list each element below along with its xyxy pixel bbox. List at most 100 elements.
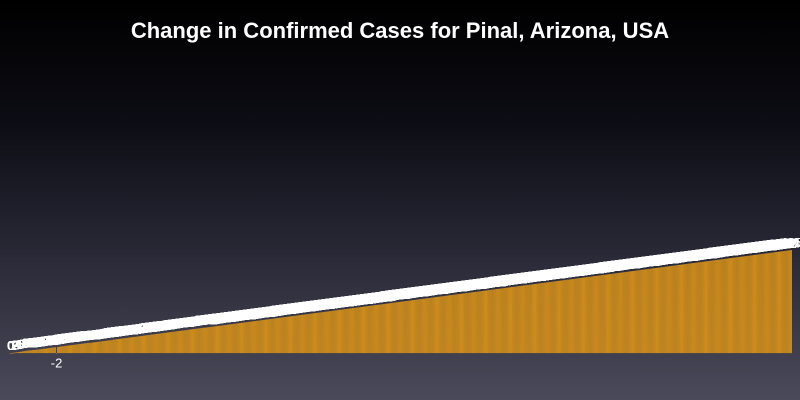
bar [88,342,90,354]
bar [301,314,302,354]
bar-value-label: 363 [699,246,721,261]
bar-value-label: 118 [229,308,250,323]
bar [63,345,65,354]
bar [202,327,204,354]
bar [558,280,560,354]
bar [352,308,354,354]
bar-value-label: 27 [56,331,70,346]
bar-value-label: 17 [37,334,51,349]
bar-value-label: 335 [645,253,667,268]
bar [431,297,433,354]
bar [111,339,113,354]
bar [681,264,683,354]
bar-value-label: 332 [639,254,661,269]
bar-value-label: 56 [113,324,127,339]
bar-value-label: 128 [248,306,270,321]
bar [474,292,475,354]
bar-value-label: 298 [575,262,597,277]
bar-value-label: 96 [189,314,203,329]
bar-value-label: 273 [527,269,549,284]
bar [346,308,348,354]
bar-value-label: 381 [735,241,757,256]
bar-value-label: 161 [312,297,334,312]
bar-value-label: 336 [647,253,669,268]
bar-value-label: 290 [559,264,581,279]
bar [690,263,692,354]
bar [129,337,131,354]
bar [774,252,776,354]
bar [65,345,67,354]
bar-value-label: 346 [667,250,689,265]
bar [155,334,156,354]
bar-value-label: 77 [153,319,167,334]
bar [305,314,307,354]
bar-value-label: 346 [666,250,688,265]
bar-value-label: 292 [564,264,586,279]
bar [597,275,599,354]
bar-value-label: 11 [23,335,37,350]
bar [529,284,531,354]
bar [171,331,173,354]
bar [613,273,615,354]
bar [414,299,416,354]
bar [139,336,141,354]
bar [189,329,191,354]
bar [696,262,698,354]
bar [460,293,462,354]
bar [508,287,510,354]
bar [731,257,733,354]
bar [436,296,438,354]
bar [358,307,360,354]
bar [78,344,80,354]
bar-value-label: 229 [442,280,464,295]
bar [298,315,300,354]
bar-value-label: 325 [627,255,649,270]
bar-value-label: 193 [372,289,394,304]
bar [48,348,50,354]
bar-value-label: 261 [503,272,525,287]
bar-value-label: 219 [422,282,444,297]
bar-value-label: 401 [773,236,795,251]
bar [218,325,220,354]
bar-value-label: 68 [135,321,149,336]
bar-value-label: 370 [712,244,734,259]
bar-value-label: 39 [79,328,93,343]
bar-value-label: 235 [454,278,476,293]
bar-value-label: 313 [603,258,625,273]
bar-value-label: 244 [470,276,492,291]
bar [752,255,754,354]
bar [127,337,129,354]
bar [92,342,94,354]
bar [116,339,118,354]
bar-value-label: 320 [617,257,639,272]
bar [494,289,496,354]
bar [588,276,590,354]
bar-value-label: 188 [364,290,386,305]
bar-value-label: 102 [198,312,220,327]
bar-value-label: 277 [534,268,556,283]
bar-value-label: 377 [726,242,748,257]
bar [424,298,425,354]
bar [645,269,647,354]
bar [184,330,186,354]
bar-value-label: 209 [404,285,426,300]
bar-value-label: 289 [557,265,579,280]
bar-value-label: 266 [514,270,536,285]
bar-value-label: 385 [741,240,763,255]
bar-value-label: 255 [492,273,514,288]
bar [112,339,114,354]
bar-value-label: 177 [342,293,364,308]
bar-value-label: 95 [187,314,201,329]
bar [323,311,325,354]
bar-value-label: 270 [521,269,543,284]
bar-value-label: 393 [758,238,780,253]
bar-value-label: 362 [698,246,720,261]
bar [356,307,358,354]
bar-value-label: 354 [683,248,705,263]
bar-value-label: 159 [308,298,330,313]
bar [620,272,621,354]
bar-value-label: 170 [329,295,351,310]
bar-value-label: 36 [72,329,86,344]
bar [478,291,480,354]
bar-value-label: 29 [59,331,73,346]
